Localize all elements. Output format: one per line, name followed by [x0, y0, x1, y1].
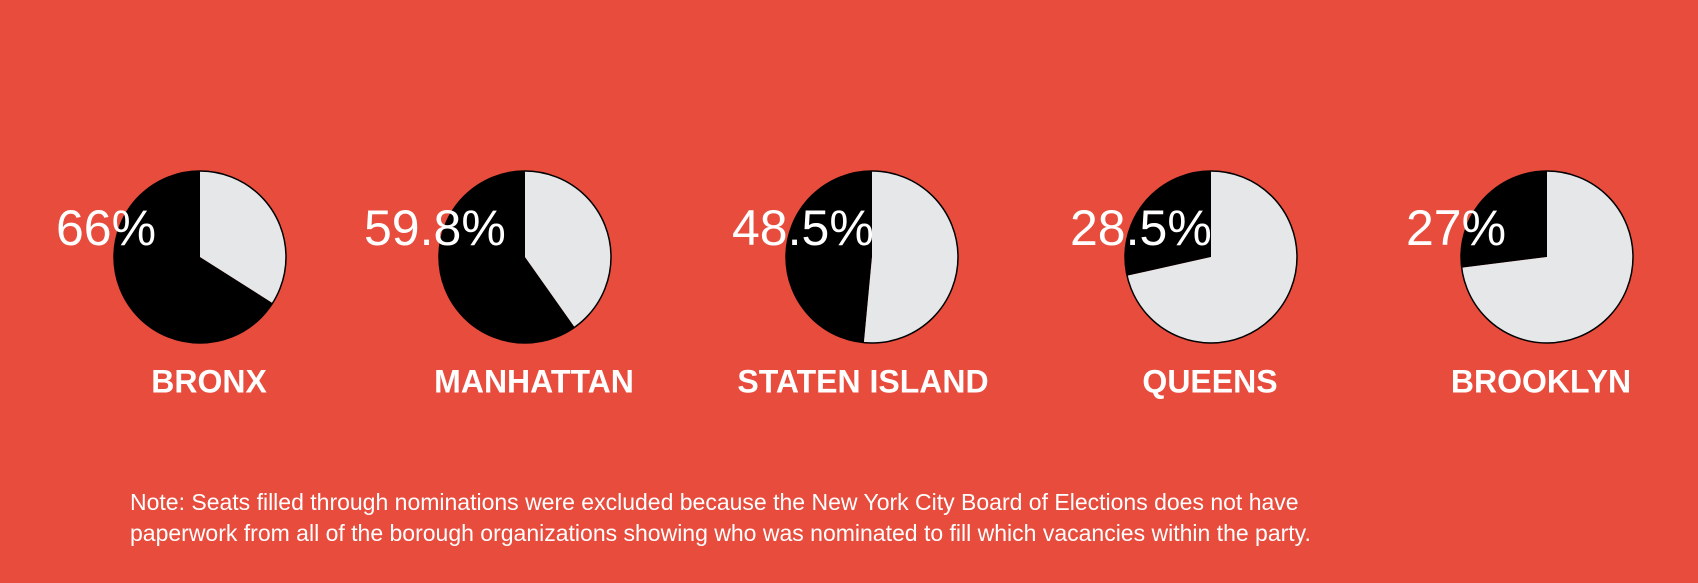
pie-slice: [114, 171, 273, 343]
pie-title: QUEENS: [1142, 363, 1277, 399]
pie-outline: [438, 170, 612, 344]
pie-slice: [785, 171, 872, 343]
pie-title: BRONX: [151, 363, 267, 399]
pie-slice: [525, 171, 611, 328]
pie-slice: [200, 171, 287, 304]
value-label: 48.5%: [732, 200, 874, 256]
pie-outline: [1124, 170, 1298, 344]
value-label: 28.5%: [1070, 200, 1212, 256]
pie-outline: [1460, 170, 1634, 344]
pie-title: MANHATTAN: [434, 363, 634, 399]
pie-title: STATEN ISLAND: [737, 363, 988, 399]
pie-slice: [863, 171, 958, 343]
value-label: 66%: [56, 200, 156, 256]
value-label: 59.8%: [364, 200, 506, 256]
pie-title: BROOKLYN: [1451, 363, 1631, 399]
pie-slice: [1460, 171, 1547, 268]
note-line: Note: Seats filled through nominations w…: [130, 489, 1299, 515]
pie-slice: [1127, 171, 1297, 343]
pie-outline: [113, 170, 287, 344]
pie-slice: [1125, 171, 1211, 276]
pie-outline: [785, 170, 959, 344]
note-line: paperwork from all of the borough organi…: [130, 520, 1311, 546]
value-label: 27%: [1406, 200, 1506, 256]
pie-slice: [1461, 171, 1633, 344]
pie-slice: [438, 171, 575, 343]
